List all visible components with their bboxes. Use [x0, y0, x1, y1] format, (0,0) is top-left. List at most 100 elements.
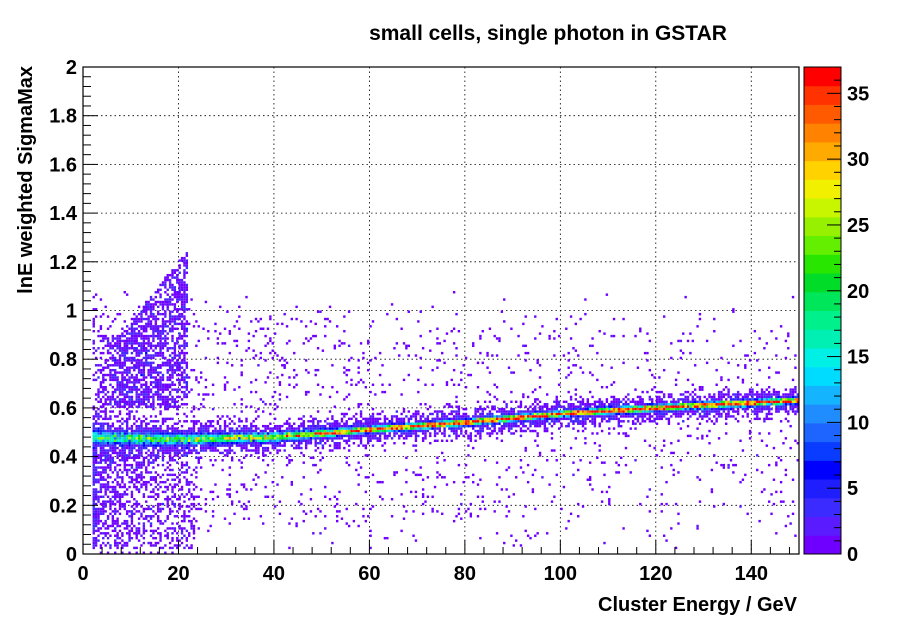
- heatmap-cell: [753, 398, 757, 401]
- heatmap-cell: [99, 471, 103, 474]
- heatmap-cell: [534, 412, 537, 416]
- heatmap-cell: [791, 393, 795, 396]
- heatmap-cell: [233, 441, 236, 445]
- heatmap-cell: [168, 432, 172, 435]
- heatmap-cell: [338, 441, 341, 445]
- heatmap-cell: [316, 432, 320, 435]
- heatmap-cell: [677, 407, 680, 411]
- heatmap-cell: [732, 308, 735, 311]
- heatmap-cell: [209, 437, 212, 440]
- heatmap-cell: [209, 446, 212, 450]
- heatmap-cell: [512, 407, 515, 411]
- heatmap-cell: [405, 456, 408, 460]
- heatmap-cell: [190, 420, 193, 423]
- heatmap-cell: [378, 412, 382, 416]
- heatmap-cell: [128, 390, 131, 394]
- heatmap-cell: [154, 325, 157, 328]
- heatmap-cell: [629, 415, 632, 418]
- heatmap-cell: [503, 427, 506, 430]
- heatmap-cell: [152, 349, 155, 352]
- heatmap-cell: [185, 373, 189, 377]
- heatmap-cell: [185, 334, 189, 338]
- heatmap-cell: [273, 424, 277, 428]
- heatmap-cell: [383, 424, 387, 428]
- heatmap-cell: [271, 434, 274, 438]
- heatmap-cell: [596, 410, 599, 413]
- heatmap-cell: [314, 434, 317, 438]
- heatmap-cell: [648, 403, 652, 406]
- heatmap-cell: [271, 441, 274, 445]
- heatmap-cell: [710, 410, 714, 413]
- heatmap-cell: [185, 342, 189, 345]
- heatmap-cell: [524, 410, 527, 413]
- heatmap-cell: [264, 449, 267, 452]
- heatmap-cell: [395, 417, 399, 421]
- heatmap-cell: [259, 437, 262, 440]
- heatmap-cell: [736, 410, 740, 413]
- heatmap-cell: [433, 485, 437, 489]
- heatmap-cell: [328, 395, 332, 399]
- heatmap-cell: [767, 412, 771, 416]
- heatmap-cell: [128, 400, 131, 404]
- heatmap-cell: [641, 407, 644, 411]
- heatmap-cell: [708, 393, 711, 396]
- heatmap-cell: [684, 400, 687, 404]
- heatmap-cell: [145, 398, 148, 401]
- heatmap-cell: [429, 432, 432, 435]
- heatmap-cell: [431, 427, 434, 430]
- heatmap-cell: [679, 393, 683, 396]
- heatmap-cell: [245, 507, 248, 511]
- heatmap-cell: [407, 373, 410, 377]
- heatmap-cell: [281, 429, 284, 433]
- heatmap-cell: [166, 300, 169, 304]
- heatmap-cell: [314, 463, 317, 467]
- heatmap-cell: [495, 415, 499, 418]
- heatmap-cell: [245, 446, 248, 450]
- heatmap-cell: [176, 407, 179, 411]
- heatmap-cell: [116, 490, 119, 494]
- heatmap-cell: [116, 385, 119, 389]
- heatmap-cell: [550, 415, 554, 418]
- heatmap-cell: [758, 337, 761, 340]
- heatmap-cell: [512, 424, 515, 428]
- heatmap-cell: [347, 463, 351, 467]
- heatmap-cell: [116, 378, 119, 382]
- heatmap-cell: [106, 463, 110, 467]
- heatmap-cell: [727, 415, 730, 418]
- heatmap-cell: [421, 439, 425, 442]
- heatmap-cell: [526, 427, 530, 430]
- heatmap-cell: [230, 502, 234, 506]
- heatmap-cell: [92, 463, 95, 467]
- heatmap-cell: [204, 434, 208, 438]
- heatmap-cell: [130, 434, 134, 438]
- heatmap-cell: [546, 393, 549, 396]
- heatmap-cell: [374, 422, 377, 425]
- heatmap-cell: [152, 398, 155, 401]
- heatmap-cell: [197, 325, 200, 328]
- heatmap-cell: [398, 417, 401, 421]
- heatmap-cell: [407, 427, 410, 430]
- heatmap-cell: [278, 359, 282, 362]
- heatmap-cell: [431, 495, 434, 498]
- heatmap-cell: [118, 420, 122, 423]
- heatmap-cell: [679, 407, 683, 411]
- heatmap-cell: [104, 459, 107, 462]
- heatmap-cell: [130, 424, 134, 428]
- heatmap-cell: [383, 422, 387, 425]
- heatmap-cell: [97, 329, 100, 333]
- heatmap-cell: [522, 322, 525, 326]
- heatmap-cell: [331, 422, 334, 425]
- heatmap-cell: [183, 332, 186, 335]
- heatmap-cell: [651, 398, 654, 401]
- heatmap-cell: [450, 439, 453, 442]
- heatmap-cell: [421, 495, 425, 498]
- heatmap-cell: [536, 444, 539, 447]
- heatmap-cell: [135, 376, 138, 379]
- heatmap-cell: [259, 439, 262, 442]
- heatmap-cell: [543, 403, 547, 406]
- heatmap-cell: [204, 439, 208, 442]
- heatmap-cell: [441, 432, 444, 435]
- heatmap-cell: [166, 378, 169, 382]
- heatmap-cell: [154, 366, 157, 369]
- heatmap-cell: [166, 429, 169, 433]
